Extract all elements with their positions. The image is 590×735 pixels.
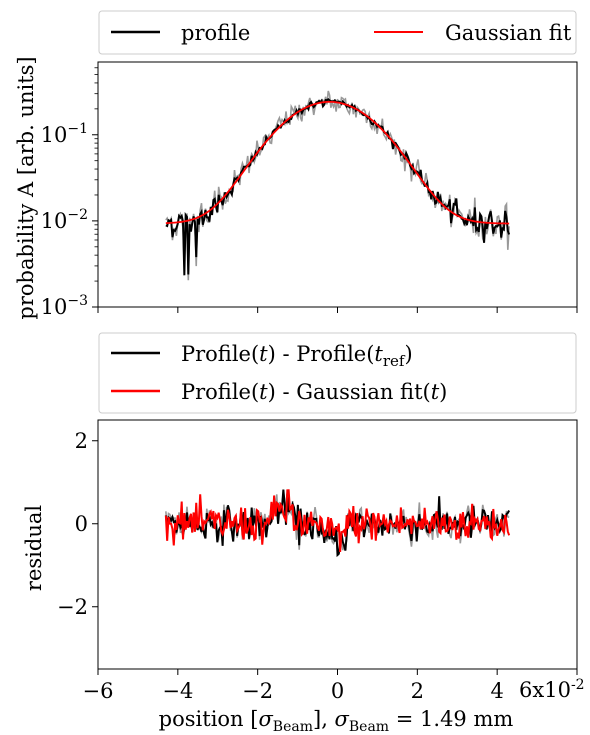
legend-label-fit-diff: Profile(t) - Gaussian fit(t) xyxy=(181,380,447,404)
bottom-y-axis-label: residual xyxy=(22,505,46,591)
legend-label-profile-diff: Profile(t) - Profile(tref) xyxy=(181,342,413,370)
profile-uncertainty-line xyxy=(165,90,510,281)
top-y-tick-label: 10−2 xyxy=(41,207,88,233)
bottom-y-tick-label: 2 xyxy=(75,429,88,453)
bottom-panel: Profile(t) - Profile(tref) Profile(t) - … xyxy=(22,332,585,735)
top-axes-frame xyxy=(97,61,578,308)
bottom-x-tick-label: −2 xyxy=(242,679,273,703)
profile-diff-line xyxy=(164,489,511,558)
top-y-ticks: 10−1 10−2 10−3 xyxy=(41,67,98,319)
profile-line xyxy=(165,97,511,276)
bottom-series xyxy=(164,489,511,558)
x-offset-text: 6x10-2 xyxy=(519,677,585,702)
top-panel: profile Gaussian fit 10−1 10−2 10−3 probab… xyxy=(14,10,578,320)
bottom-x-ticks: −6 −4 −2 0 2 4 xyxy=(83,669,578,703)
bottom-x-tick-label: 2 xyxy=(411,679,424,703)
top-y-tick-label: 10−3 xyxy=(41,293,88,319)
top-series xyxy=(165,90,511,281)
bottom-legend-box xyxy=(98,332,577,414)
bottom-x-tick-label: 4 xyxy=(490,679,503,703)
bottom-x-tick-label: −6 xyxy=(83,679,114,703)
legend-label-gaussian-fit: Gaussian fit xyxy=(445,21,572,45)
bottom-x-tick-label: −4 xyxy=(162,679,193,703)
bottom-y-tick-label: 0 xyxy=(75,512,88,536)
fit-diff-line xyxy=(164,489,511,552)
legend-label-profile: profile xyxy=(181,21,250,45)
x-axis-label: position [σBeam], σBeam = 1.49 mm xyxy=(159,707,514,735)
top-y-tick-label: 10−1 xyxy=(41,121,88,147)
top-legend-box xyxy=(98,10,577,55)
bottom-y-ticks: 2 0 −2 xyxy=(57,429,98,619)
gaussian-fit-line xyxy=(165,100,510,225)
top-y-axis-label: probability A [arb. units] xyxy=(14,56,38,319)
bottom-x-tick-label: 0 xyxy=(331,679,344,703)
top-x-ticks xyxy=(97,307,578,313)
bottom-y-tick-label: −2 xyxy=(57,595,88,619)
